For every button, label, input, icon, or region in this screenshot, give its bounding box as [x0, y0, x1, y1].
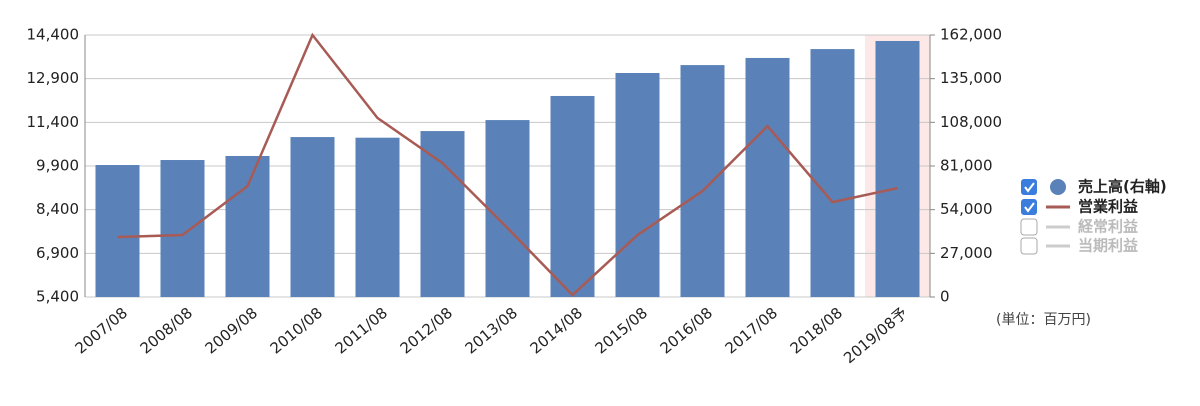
- y-tick-label: 9,900: [36, 157, 79, 175]
- x-tick-label: 2018/08: [787, 304, 846, 358]
- bar: [225, 155, 270, 297]
- x-tick-label: 2013/08: [462, 304, 521, 358]
- y2-tick-label: 54,000: [940, 200, 993, 218]
- x-tick-label: 2017/08: [722, 304, 781, 358]
- x-tick-label: 2011/08: [332, 304, 391, 358]
- y-tick-label: 5,400: [36, 288, 79, 306]
- x-tick-label: 2016/08: [657, 304, 716, 358]
- x-tick-label: 2019/08予: [840, 304, 911, 367]
- y2-tick-label: 81,000: [940, 157, 993, 175]
- bar: [745, 57, 790, 298]
- y-tick-label: 6,900: [36, 244, 79, 262]
- bar: [810, 49, 855, 297]
- y2-tick-label: 162,000: [940, 26, 1002, 44]
- legend-label: 当期利益: [1078, 237, 1138, 255]
- y-tick-label: 12,900: [27, 69, 80, 87]
- y2-tick-label: 27,000: [940, 244, 993, 262]
- x-tick-label: 2009/08: [202, 304, 261, 358]
- bar: [160, 160, 205, 297]
- bar: [550, 95, 595, 297]
- line: [117, 32, 898, 297]
- y-tick-label: 14,400: [27, 26, 80, 44]
- unit-note: (単位：百万円): [996, 312, 1091, 328]
- bar: [420, 131, 465, 297]
- bar: [290, 137, 335, 297]
- x-tick-label: 2012/08: [397, 304, 456, 358]
- bar: [485, 120, 530, 297]
- legend-check: [1024, 182, 1035, 193]
- legend-label: 営業利益: [1078, 198, 1138, 216]
- legend-checkbox: [1021, 179, 1037, 195]
- x-tick-label: 2008/08: [137, 304, 196, 358]
- x-tick-label: 2010/08: [267, 304, 326, 358]
- x-tick-label: 2015/08: [592, 304, 651, 358]
- legend-checkbox: [1020, 237, 1038, 255]
- y-tick-label: 11,400: [27, 113, 80, 131]
- bar: [95, 165, 140, 297]
- legend-check: [1024, 202, 1035, 213]
- bar: [355, 137, 400, 297]
- y-tick-label: 8,400: [36, 200, 79, 218]
- legend-icon: [1050, 179, 1066, 195]
- bar: [680, 65, 725, 297]
- legend-label: 売上高(右軸): [1078, 178, 1167, 196]
- x-tick-label: 2014/08: [527, 304, 586, 358]
- bar: [615, 73, 660, 298]
- legend-item: 経常利益: [1020, 218, 1138, 236]
- bar: [875, 40, 920, 298]
- legend-checkbox: [1020, 218, 1038, 236]
- x-tick-label: 2007/08: [72, 304, 131, 358]
- legend-item: 当期利益: [1020, 237, 1138, 255]
- y2-tick-label: 0: [940, 288, 950, 306]
- legend-item: 営業利益: [1021, 198, 1138, 216]
- legend-item: 売上高(右軸): [1021, 178, 1167, 196]
- y2-tick-label: 135,000: [940, 69, 1002, 87]
- y2-tick-label: 108,000: [940, 113, 1002, 131]
- legend-label: 経常利益: [1078, 218, 1138, 236]
- legend-checkbox: [1021, 199, 1037, 215]
